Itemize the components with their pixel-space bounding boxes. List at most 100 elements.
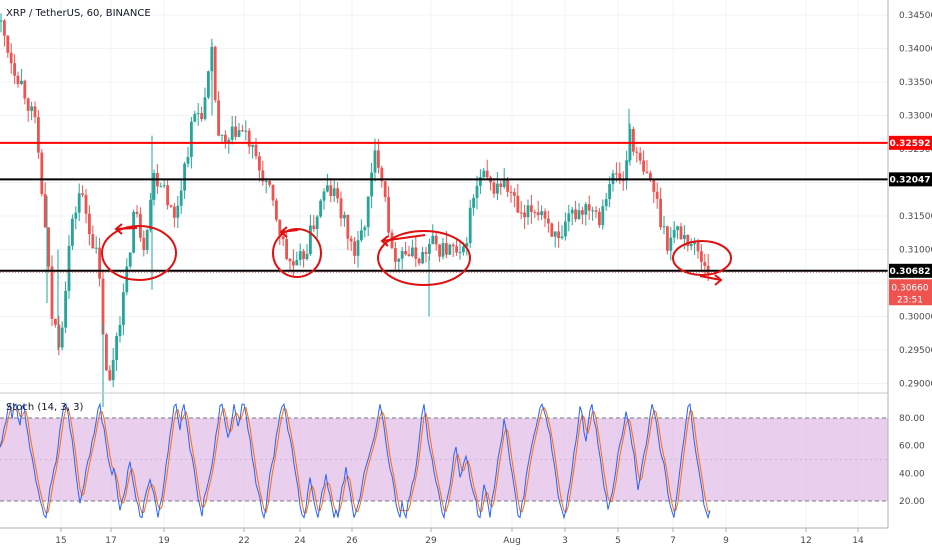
candle-body [553, 231, 557, 237]
candle-body [638, 152, 642, 161]
annotation-arrow[interactable] [280, 229, 299, 233]
candle-body [628, 128, 632, 161]
candle-body [662, 226, 666, 228]
candle-body [540, 211, 543, 216]
candle-body [132, 211, 135, 253]
candle-body [513, 192, 516, 196]
candle-body [570, 209, 574, 214]
candle-body [343, 214, 346, 219]
candle-body [47, 227, 50, 267]
candle-body [598, 211, 601, 226]
candle-body [227, 139, 231, 143]
candle-body [88, 213, 91, 235]
candle-body [173, 206, 176, 218]
candle-body [689, 243, 693, 247]
annotation-ellipse[interactable] [272, 228, 322, 278]
candle-body [224, 134, 227, 143]
candle-body [3, 20, 6, 36]
candle-body [652, 180, 656, 192]
candle-body [679, 226, 683, 240]
candle-body [37, 117, 40, 153]
candle-body [292, 261, 295, 266]
candle-body [186, 156, 190, 164]
time-tick-label: 9 [723, 536, 729, 546]
time-tick-label: 7 [670, 536, 676, 546]
candle-body [159, 186, 163, 188]
candle-body [632, 128, 635, 152]
candle-body [23, 80, 27, 99]
candle-body [417, 258, 421, 264]
candle-body [98, 247, 101, 279]
candle-body [77, 193, 81, 213]
time-axis[interactable]: 15 17 19 22 24 26 29 Aug 3 5 7 9 12 14 [55, 528, 864, 546]
candle-body [564, 221, 567, 237]
candle-body [366, 196, 370, 228]
candle-body [145, 230, 149, 251]
candle-body [326, 185, 329, 192]
candle-body [315, 216, 319, 230]
candle-body [105, 334, 108, 371]
candle-body [584, 204, 588, 215]
annotation-arrow[interactable] [699, 275, 722, 281]
candle-body [485, 170, 489, 178]
annotation-ellipse[interactable] [101, 225, 177, 281]
candle-body [472, 197, 475, 208]
candle-body [404, 251, 407, 255]
stoch-band [0, 418, 888, 501]
horizontal-levels[interactable] [0, 141, 888, 273]
symbol-title: XRP / TetherUS, 60, BINANCE [6, 8, 151, 19]
candle-body [380, 167, 384, 182]
candle-body [128, 252, 132, 267]
candle-body [234, 126, 237, 137]
candle-body [261, 170, 265, 182]
annotation-arrow[interactable] [381, 234, 426, 242]
candle-body [322, 191, 326, 201]
candle-body [499, 183, 503, 188]
candle-body [601, 206, 605, 226]
candle-body [635, 151, 639, 153]
candle-body [13, 63, 16, 76]
candle-body [424, 252, 428, 254]
level-price-tag [889, 135, 932, 150]
candle-body [54, 318, 57, 325]
stoch-axis[interactable]: 80.00 60.00 40.00 20.00 [899, 414, 925, 507]
candle-body [451, 244, 455, 247]
level-price-label: 0.32047 [890, 175, 931, 185]
annotation-ellipse[interactable] [672, 240, 732, 276]
candle-body [264, 180, 268, 182]
candle-body [683, 235, 686, 240]
candle-body [353, 241, 356, 256]
drawn-annotations[interactable] [101, 223, 732, 286]
candle-body [458, 252, 462, 254]
candle-body [278, 219, 282, 237]
candle-body [329, 185, 333, 197]
candle-body [152, 172, 156, 200]
stoch-tick-label: 80.00 [899, 414, 925, 424]
candle-body [332, 188, 336, 197]
candle-body [356, 240, 360, 256]
annotation-ellipse[interactable] [377, 230, 471, 286]
candle-body [0, 20, 3, 22]
candle-body [659, 198, 662, 228]
candle-body [20, 80, 23, 85]
annotation-arrow[interactable] [115, 227, 138, 230]
candle-body [462, 246, 465, 253]
time-tick-label: 24 [294, 536, 306, 546]
stoch-pane[interactable] [0, 402, 888, 520]
candle-body [142, 237, 146, 251]
candle-body [81, 193, 84, 195]
time-tick-label: 17 [105, 536, 116, 546]
time-tick-label: 12 [800, 536, 811, 546]
candle-body [594, 210, 598, 212]
candle-body [567, 213, 571, 222]
candle-body [621, 180, 625, 182]
candle-body [200, 113, 203, 120]
stoch-tick-label: 60.00 [899, 442, 925, 452]
time-tick-label: 5 [615, 536, 621, 546]
candle-body [516, 195, 520, 213]
candle-body [213, 46, 217, 101]
